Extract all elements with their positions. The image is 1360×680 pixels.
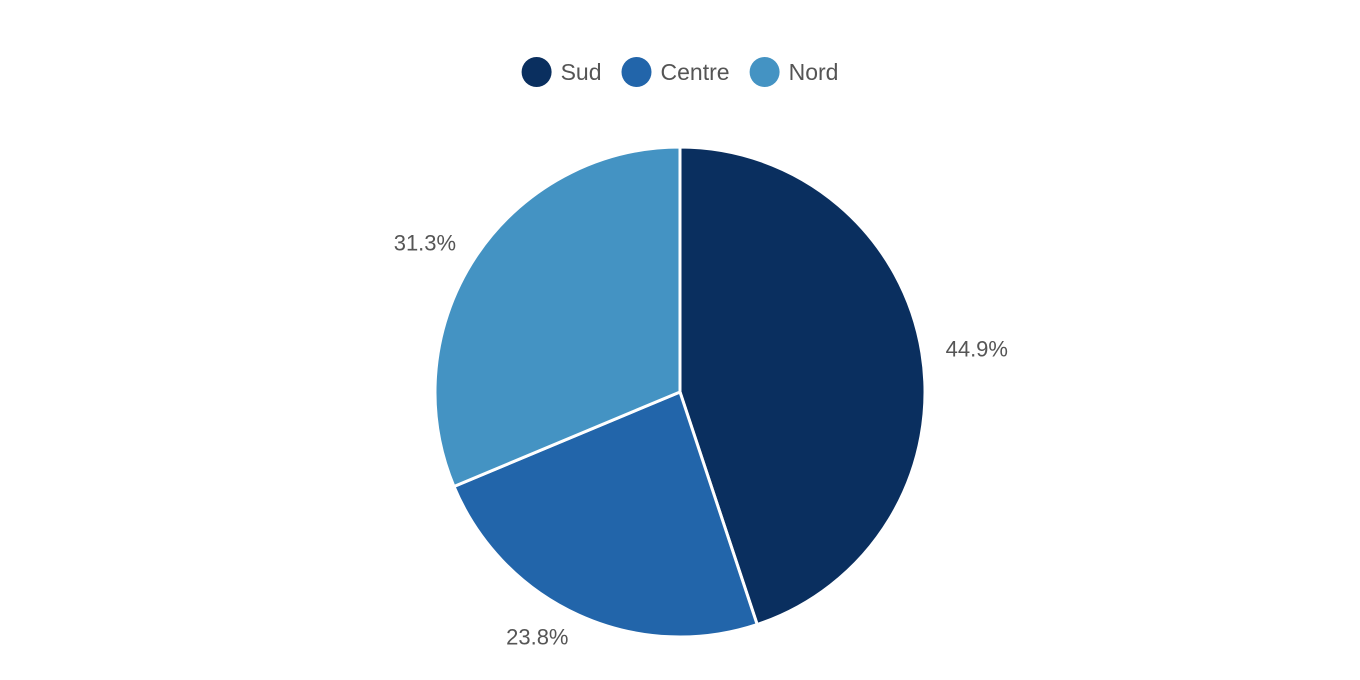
data-label-centre: 23.8%: [506, 624, 568, 649]
pie-slice-centre[interactable]: [452, 390, 759, 639]
legend-label-nord: Nord: [789, 59, 839, 85]
data-label-sud: 44.9%: [946, 337, 1008, 362]
pie-slice-nord[interactable]: [433, 145, 682, 488]
legend-marker-nord[interactable]: [749, 57, 780, 87]
legend-marker-sud[interactable]: [521, 57, 552, 87]
data-label-nord: 31.3%: [394, 230, 456, 255]
pie-slices: [433, 145, 927, 639]
chart-legend: Sud Centre Nord: [521, 57, 839, 87]
legend-marker-centre[interactable]: [621, 57, 652, 87]
legend-label-centre: Centre: [661, 59, 730, 85]
pie-data-labels: 44.9% 23.8% 31.3%: [394, 230, 1008, 649]
pie-slice-sud[interactable]: [678, 145, 927, 627]
legend-label-sud: Sud: [561, 59, 602, 85]
